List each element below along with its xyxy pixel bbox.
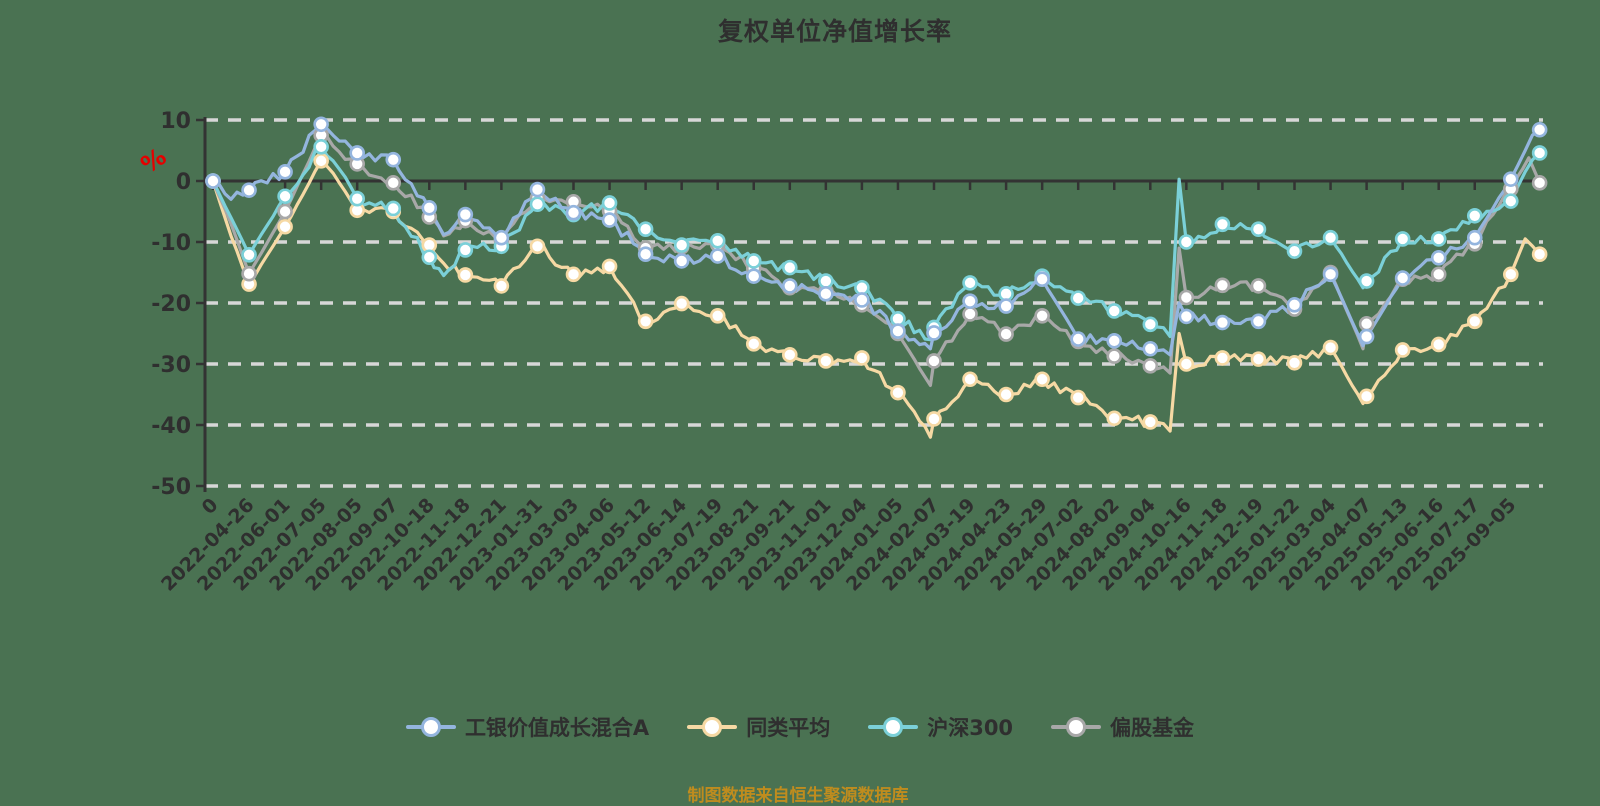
- svg-text:0: 0: [198, 494, 223, 519]
- data-point-markers: [205, 116, 1548, 430]
- legend-item-csi300[interactable]: 沪深300: [868, 712, 1013, 742]
- line-series: [211, 122, 1542, 439]
- legend-item-label: 工银价值成长混合A: [464, 716, 650, 740]
- line-marker-icon: [868, 716, 919, 738]
- line-marker-icon: [405, 716, 456, 738]
- legend-item-label: 偏股基金: [1110, 716, 1195, 740]
- line-marker-icon: [1051, 716, 1102, 738]
- legend-item-label: 同类平均: [746, 716, 831, 740]
- svg-text:0: 0: [176, 170, 191, 195]
- legend-item-equity-funds[interactable]: 偏股基金: [1051, 712, 1194, 742]
- svg-text:-50: -50: [151, 475, 191, 500]
- legend: 工银价值成长混合A 同类平均 沪深300 偏股基金: [0, 712, 1600, 742]
- svg-text:-30: -30: [151, 353, 191, 378]
- svg-text:10: 10: [160, 109, 191, 134]
- svg-text:-10: -10: [151, 231, 191, 256]
- data-source-note: 制图数据来自恒生聚源数据库: [687, 786, 909, 806]
- legend-item-category-average[interactable]: 同类平均: [687, 712, 830, 742]
- legend-item-label: 沪深300: [927, 716, 1014, 740]
- y-axis-unit-percent-label: %: [136, 142, 172, 179]
- axes: [196, 117, 1543, 492]
- legend-item-fund[interactable]: 工银价值成长混合A: [405, 712, 650, 742]
- line-marker-icon: [687, 716, 738, 738]
- axis-labels: 100-10-20-30-40-5002022-04-262022-06-012…: [151, 109, 1520, 595]
- chart-title: 复权单位净值增长率: [717, 17, 953, 46]
- svg-text:-20: -20: [151, 292, 191, 317]
- svg-text:-40: -40: [151, 414, 191, 439]
